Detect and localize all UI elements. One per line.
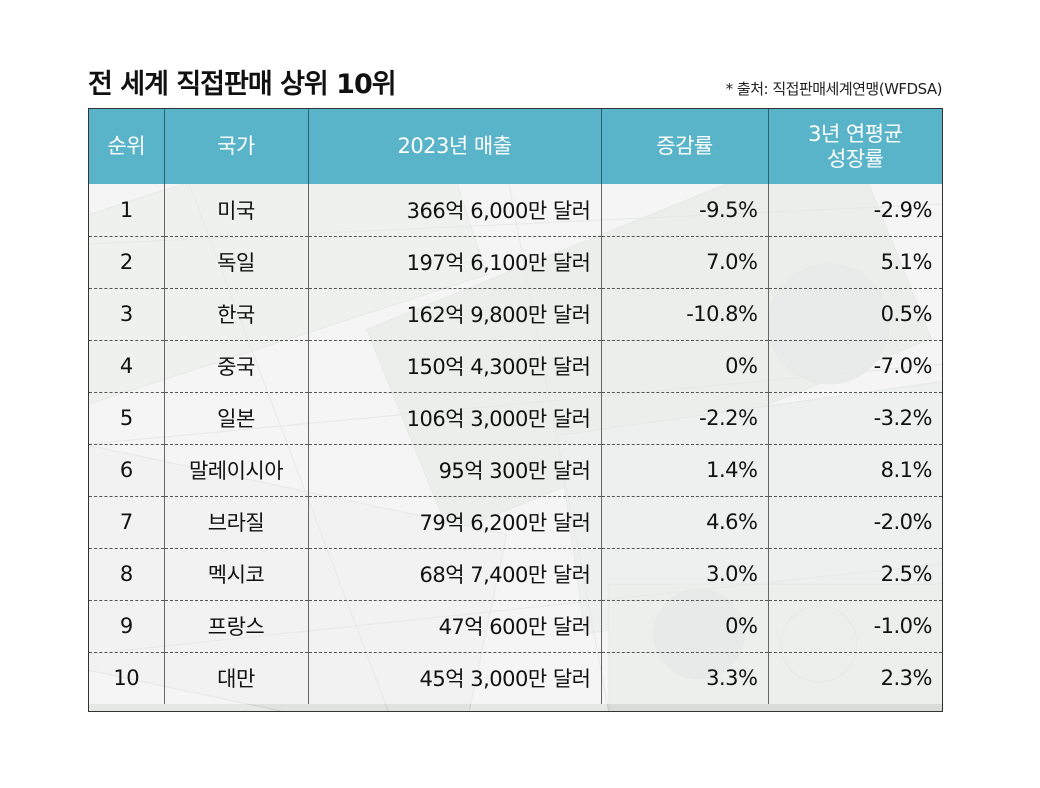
header-cagr: 3년 연평균 성장률: [768, 109, 942, 184]
cell-country: 프랑스: [164, 600, 309, 653]
cell-cagr: -1.0%: [768, 600, 942, 653]
data-table-container: 순위 국가 2023년 매출 증감률 3년 연평균 성장률 1 미국 366억 6,…: [88, 108, 943, 712]
chart-title: 전 세계 직접판매 상위 10위: [88, 69, 397, 100]
cell-rank: 5: [89, 392, 165, 445]
cell-sales: 79억 6,200만 달러: [308, 496, 602, 549]
cell-change: 4.6%: [601, 496, 769, 549]
cell-change: -9.5%: [601, 184, 769, 237]
table-row: 6 말레이시아 95억 300만 달러 1.4% 8.1%: [89, 444, 942, 497]
cell-rank: 1: [89, 184, 165, 237]
cell-change: 3.3%: [601, 652, 769, 704]
cell-country: 한국: [164, 288, 309, 341]
cell-cagr: 2.5%: [768, 548, 942, 601]
cell-sales: 106억 3,000만 달러: [308, 392, 602, 445]
cell-country: 대만: [164, 652, 309, 704]
cell-rank: 8: [89, 548, 165, 601]
table-row: 4 중국 150억 4,300만 달러 0% -7.0%: [89, 340, 942, 393]
cell-country: 미국: [164, 184, 309, 237]
cell-rank: 7: [89, 496, 165, 549]
table-row: 1 미국 366억 6,000만 달러 -9.5% -2.9%: [89, 184, 942, 237]
cell-cagr: 2.3%: [768, 652, 942, 704]
cell-rank: 10: [89, 652, 165, 704]
table-row: 3 한국 162억 9,800만 달러 -10.8% 0.5%: [89, 288, 942, 341]
cell-cagr: -2.9%: [768, 184, 942, 237]
cell-cagr: 8.1%: [768, 444, 942, 497]
cell-rank: 9: [89, 600, 165, 653]
cell-change: 0%: [601, 600, 769, 653]
cell-sales: 150억 4,300만 달러: [308, 340, 602, 393]
cell-country: 말레이시아: [164, 444, 309, 497]
cell-sales: 366억 6,000만 달러: [308, 184, 602, 237]
cell-country: 독일: [164, 236, 309, 289]
source-note: * 출처: 직접판매세계연맹(WFDSA): [725, 80, 943, 98]
table-row: 10 대만 45억 3,000만 달러 3.3% 2.3%: [89, 652, 942, 704]
cell-cagr: 0.5%: [768, 288, 942, 341]
table-row: 7 브라질 79억 6,200만 달러 4.6% -2.0%: [89, 496, 942, 549]
cell-country: 중국: [164, 340, 309, 393]
cell-change: -10.8%: [601, 288, 769, 341]
cell-change: 0%: [601, 340, 769, 393]
table-row: 9 프랑스 47억 600만 달러 0% -1.0%: [89, 600, 942, 653]
cell-sales: 68억 7,400만 달러: [308, 548, 602, 601]
table-row: 5 일본 106억 3,000만 달러 -2.2% -3.2%: [89, 392, 942, 445]
cell-sales: 197억 6,100만 달러: [308, 236, 602, 289]
cell-country: 일본: [164, 392, 309, 445]
cell-sales: 162억 9,800만 달러: [308, 288, 602, 341]
cell-sales: 45억 3,000만 달러: [308, 652, 602, 704]
header-sales: 2023년 매출: [308, 109, 602, 184]
header-country: 국가: [164, 109, 309, 184]
cell-rank: 4: [89, 340, 165, 393]
cell-change: -2.2%: [601, 392, 769, 445]
cell-cagr: -3.2%: [768, 392, 942, 445]
table-row: 2 독일 197억 6,100만 달러 7.0% 5.1%: [89, 236, 942, 289]
cell-sales: 95억 300만 달러: [308, 444, 602, 497]
cell-sales: 47억 600만 달러: [308, 600, 602, 653]
cell-cagr: 5.1%: [768, 236, 942, 289]
cell-rank: 3: [89, 288, 165, 341]
table-header-row: 순위 국가 2023년 매출 증감률 3년 연평균 성장률: [89, 109, 942, 184]
cell-change: 1.4%: [601, 444, 769, 497]
cell-change: 7.0%: [601, 236, 769, 289]
table-row: 8 멕시코 68억 7,400만 달러 3.0% 2.5%: [89, 548, 942, 601]
cell-rank: 6: [89, 444, 165, 497]
header-rank: 순위: [89, 109, 165, 184]
cell-cagr: -2.0%: [768, 496, 942, 549]
header-change: 증감률: [601, 109, 769, 184]
cell-country: 멕시코: [164, 548, 309, 601]
cell-country: 브라질: [164, 496, 309, 549]
cell-change: 3.0%: [601, 548, 769, 601]
sales-table: 순위 국가 2023년 매출 증감률 3년 연평균 성장률 1 미국 366억 6,…: [89, 109, 942, 704]
cell-rank: 2: [89, 236, 165, 289]
cell-cagr: -7.0%: [768, 340, 942, 393]
